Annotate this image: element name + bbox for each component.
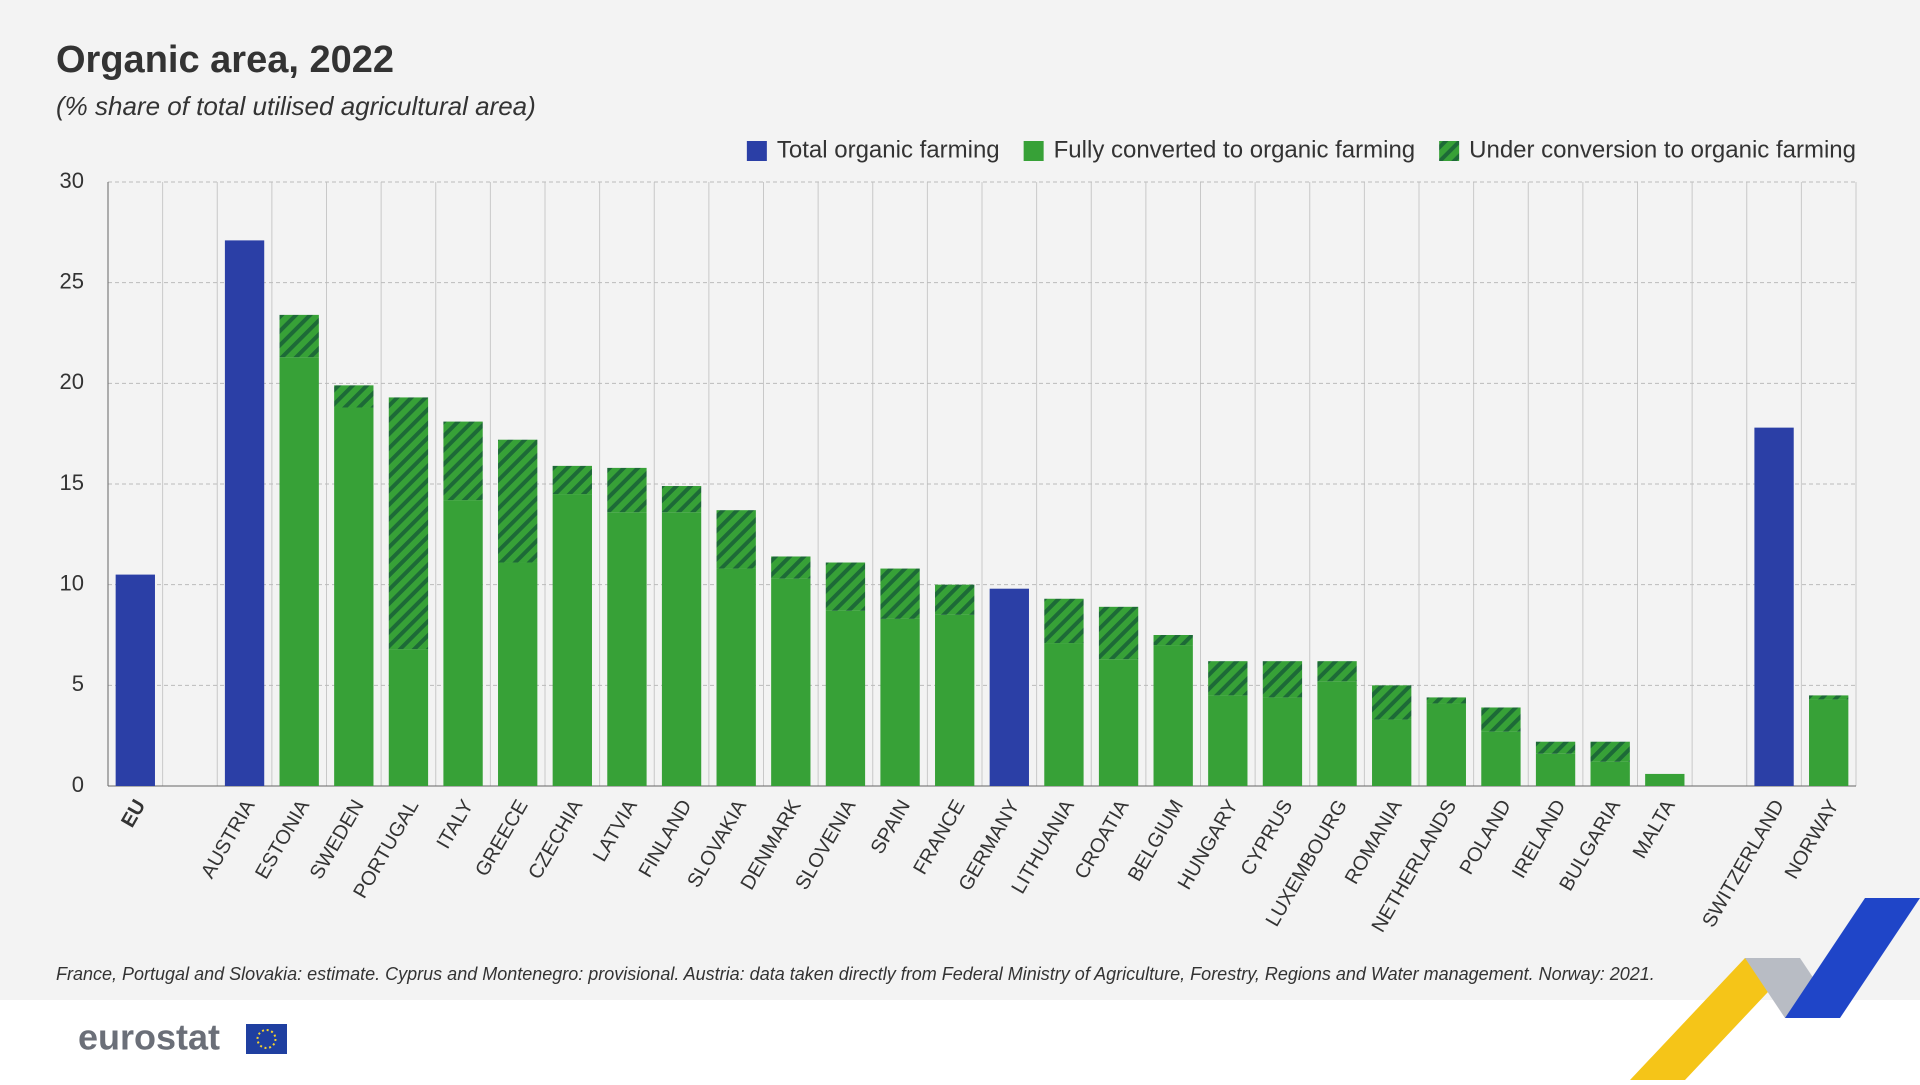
legend-label: Under conversion to organic farming — [1469, 136, 1856, 163]
bar — [1809, 699, 1849, 786]
bar — [1262, 661, 1303, 698]
bar — [115, 574, 155, 786]
bar — [1153, 635, 1193, 646]
chart-title: Organic area, 2022 — [56, 39, 394, 81]
bar — [1590, 761, 1630, 786]
eu-flag — [246, 1024, 287, 1054]
bar — [388, 397, 429, 650]
bar — [1426, 697, 1466, 704]
bar — [1208, 695, 1248, 786]
bar — [1754, 427, 1794, 786]
bar — [443, 500, 483, 786]
bar — [607, 467, 647, 513]
bar — [935, 584, 975, 615]
bar — [1535, 741, 1576, 754]
legend-swatch — [1023, 141, 1044, 161]
y-tick-label: 10 — [60, 570, 84, 595]
bar — [224, 240, 265, 787]
y-tick-label: 0 — [72, 772, 84, 797]
bar — [825, 562, 866, 611]
bar — [1317, 661, 1357, 682]
bar — [880, 568, 920, 619]
bar — [1426, 703, 1466, 786]
bar — [279, 314, 319, 358]
bar — [498, 562, 538, 786]
bar — [1317, 681, 1357, 786]
legend-swatch — [1439, 141, 1460, 161]
bar — [498, 439, 538, 563]
bar — [388, 649, 429, 786]
bar — [443, 421, 483, 501]
bar — [989, 588, 1029, 786]
bar — [1208, 661, 1248, 696]
bar — [1590, 741, 1630, 762]
y-tick-label: 20 — [60, 369, 84, 394]
y-tick-label: 25 — [60, 268, 84, 293]
bar — [771, 556, 811, 579]
bar — [552, 494, 592, 786]
bar — [1535, 753, 1576, 786]
bar — [661, 486, 702, 513]
bar — [607, 512, 647, 786]
footnote: France, Portugal and Slovakia: estimate.… — [56, 964, 1655, 984]
bar — [1044, 643, 1084, 786]
chart-subtitle: (% share of total utilised agricultural … — [56, 91, 536, 121]
y-tick-label: 15 — [60, 470, 84, 495]
bar — [825, 610, 866, 786]
bar — [1481, 707, 1521, 732]
bar — [1098, 659, 1139, 786]
bar — [279, 357, 319, 786]
bar — [935, 614, 975, 786]
bar — [1372, 685, 1412, 720]
bar — [661, 512, 702, 786]
logo-text: eurostat — [78, 1017, 220, 1058]
legend: Under conversion to organic farming Fully… — [746, 136, 1856, 163]
logo-shape — [1630, 958, 1800, 1080]
bar — [334, 407, 374, 786]
y-tick-label: 5 — [72, 671, 84, 696]
bar — [1372, 719, 1412, 786]
bar — [1809, 695, 1849, 700]
bar — [771, 578, 811, 786]
background — [0, 0, 1920, 1000]
eu-stars — [256, 1029, 277, 1049]
bar — [716, 568, 756, 786]
bar — [1153, 645, 1193, 786]
legend-label: Fully converted to organic farming — [1054, 136, 1416, 163]
legend-label: Total organic farming — [777, 136, 1000, 163]
legend-swatch — [746, 141, 767, 161]
bar — [1481, 731, 1521, 786]
logo-shape — [1785, 898, 1920, 1018]
bar — [334, 385, 374, 408]
bar — [552, 465, 592, 495]
bar — [880, 618, 920, 786]
bar — [1098, 606, 1139, 660]
bar — [1044, 598, 1084, 644]
bar — [716, 510, 756, 569]
bar — [1262, 697, 1303, 786]
bar — [1645, 773, 1685, 786]
y-tick-label: 30 — [60, 168, 84, 193]
